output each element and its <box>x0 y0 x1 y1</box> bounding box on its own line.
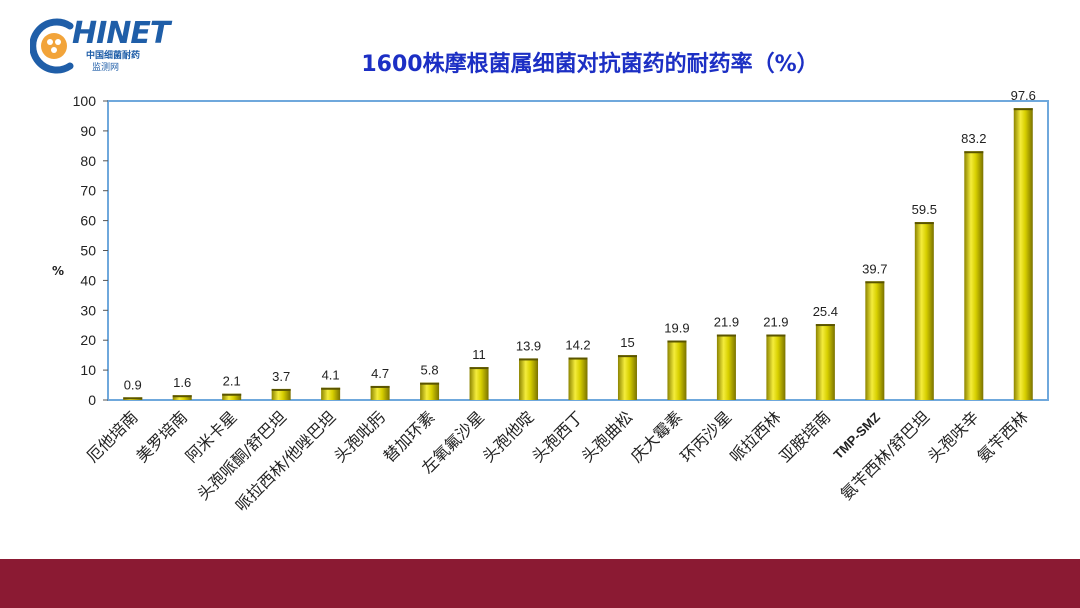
bar <box>321 387 341 400</box>
bar-top <box>222 393 242 396</box>
y-tick-label: 100 <box>73 93 97 109</box>
bar-top <box>815 324 835 327</box>
data-label: 14.2 <box>565 338 590 353</box>
bar-top <box>321 387 341 390</box>
y-tick-label: 20 <box>80 332 96 348</box>
data-label: 59.5 <box>912 202 937 217</box>
bar <box>469 367 489 400</box>
category-label: 哌拉西林 <box>726 407 785 466</box>
category-label: 头孢他啶 <box>479 407 538 466</box>
category-label: 头孢曲松 <box>578 407 637 466</box>
plot-frame <box>107 100 1049 401</box>
bar <box>519 358 539 400</box>
bar <box>716 334 736 400</box>
data-label: 97.6 <box>1011 88 1036 103</box>
bar <box>766 334 786 400</box>
bar <box>271 388 291 400</box>
bar-top <box>271 388 291 391</box>
y-tick-label: 0 <box>88 392 96 408</box>
footer-band <box>0 559 1080 608</box>
y-tick-label: 10 <box>80 362 96 378</box>
data-label: 19.9 <box>664 320 689 335</box>
category-label: 头孢呋辛 <box>924 407 983 466</box>
y-tick-label: 80 <box>80 153 96 169</box>
data-label: 5.8 <box>421 363 439 378</box>
data-label: 4.7 <box>371 366 389 381</box>
bar <box>222 393 242 400</box>
bar-top <box>716 334 736 337</box>
bar-top <box>519 358 539 361</box>
category-label: 头孢吡肟 <box>330 407 389 466</box>
bar <box>964 151 984 400</box>
bar-top <box>420 382 440 385</box>
category-label: 亚胺培南 <box>775 407 834 466</box>
logo-mark-icon <box>30 18 74 74</box>
bar <box>815 324 835 400</box>
data-label: 0.9 <box>124 377 142 392</box>
bar <box>914 222 934 400</box>
data-label: 21.9 <box>763 315 788 330</box>
data-label: 39.7 <box>862 261 887 276</box>
data-label: 13.9 <box>516 338 541 353</box>
bar-top <box>766 334 786 337</box>
bar <box>172 395 192 400</box>
bar-top <box>964 151 984 154</box>
bar-top <box>370 385 390 388</box>
data-label: 15 <box>620 335 634 350</box>
y-tick-label: 90 <box>80 123 96 139</box>
bar-top <box>123 397 143 400</box>
category-label: 环丙沙星 <box>677 407 736 466</box>
bar-top <box>914 222 934 225</box>
bar-top <box>667 340 687 343</box>
y-axis-label: % <box>52 264 64 278</box>
bar <box>1013 108 1033 401</box>
bar-top <box>617 355 637 358</box>
bar-top <box>172 395 192 398</box>
bar <box>617 355 637 400</box>
data-label: 4.1 <box>322 368 340 383</box>
category-label: 庆大霉素 <box>627 407 686 466</box>
y-tick-label: 60 <box>80 213 96 229</box>
chart-title: 1600株摩根菌属细菌对抗菌药的耐药率（%） <box>361 52 819 77</box>
bar <box>568 357 588 400</box>
bar <box>370 385 390 400</box>
bar <box>420 382 440 400</box>
data-label: 1.6 <box>173 375 191 390</box>
category-label: 头孢西丁 <box>528 407 587 466</box>
category-label: 美罗培南 <box>132 407 191 466</box>
data-label: 3.7 <box>272 369 290 384</box>
logo: HINET 中国细菌耐药 监测网 <box>30 14 190 76</box>
category-label: 氨苄西林/舒巴坦 <box>837 407 933 503</box>
category-label: 氨苄西林 <box>973 407 1032 466</box>
bar-top <box>469 367 489 370</box>
data-label: 25.4 <box>813 304 838 319</box>
bar <box>667 340 687 400</box>
bar-top <box>568 357 588 360</box>
y-tick-label: 30 <box>80 302 96 318</box>
bar-chart: 0 10 20 30 40 50 60 70 80 90 100% 0.9 厄他培南 1.6 美罗培南 2.1… <box>52 88 1049 515</box>
category-label: 头孢哌酮/舒巴坦 <box>194 407 290 503</box>
data-label: 11 <box>472 347 486 362</box>
bar-top <box>865 281 885 284</box>
data-label: 21.9 <box>714 315 739 330</box>
bar-top <box>1013 108 1033 111</box>
logo-subtitle: 中国细菌耐药 <box>86 51 141 61</box>
logo-text: HINET <box>72 16 170 51</box>
bar <box>865 281 885 400</box>
data-label: 83.2 <box>961 131 986 146</box>
y-tick-label: 50 <box>80 243 96 259</box>
logo-subtitle-2: 监测网 <box>92 63 120 73</box>
data-label: 2.1 <box>223 374 241 389</box>
y-tick-label: 70 <box>80 183 96 199</box>
category-label: 厄他培南 <box>83 407 142 466</box>
y-tick-label: 40 <box>80 272 96 288</box>
